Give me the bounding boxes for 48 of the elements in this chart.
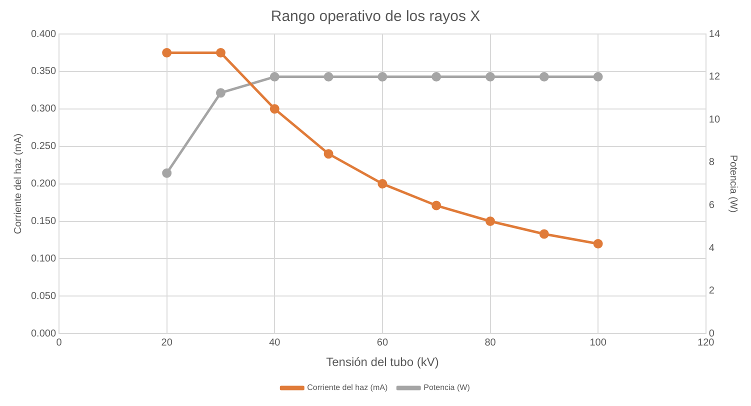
y2-tick-label: 4 xyxy=(708,242,715,254)
x-tick-label: 100 xyxy=(590,337,607,348)
y-tick-label: 0.350 xyxy=(30,66,56,78)
point xyxy=(270,72,280,82)
x-tick-label: 20 xyxy=(161,337,173,348)
y-tick-label: 0.100 xyxy=(30,253,56,264)
y2-tick-label: 14 xyxy=(708,28,720,40)
point xyxy=(593,72,603,82)
legend-label: Corriente del haz (mA) xyxy=(307,383,388,392)
y2-tick-label: 12 xyxy=(708,72,720,83)
point xyxy=(270,104,280,114)
y2-tick-label: 6 xyxy=(708,200,715,211)
point xyxy=(216,88,226,98)
legend-label: Potencia (W) xyxy=(424,383,470,392)
y2-tick-label: 0 xyxy=(708,328,715,340)
y-tick-label: 0.150 xyxy=(30,216,56,227)
x-tick-label: 120 xyxy=(698,337,715,348)
point xyxy=(593,238,603,248)
point xyxy=(162,168,172,178)
point xyxy=(162,48,172,58)
chart-title: Rango operativo de los rayos X xyxy=(270,8,480,26)
y-tick-label: 0.050 xyxy=(30,290,56,302)
y-tick-label: 0.000 xyxy=(30,328,56,340)
y-tick-label: 0.250 xyxy=(30,141,56,152)
y2-tick-label: 10 xyxy=(708,114,720,126)
x-tick-label: 80 xyxy=(484,337,496,348)
point xyxy=(486,216,496,226)
y-tick-label: 0.200 xyxy=(30,178,56,190)
point xyxy=(324,149,334,159)
x-tick-label: 40 xyxy=(269,337,281,348)
point xyxy=(324,72,334,82)
y2-axis-title: Potencia (W) xyxy=(727,154,738,213)
x-tick-label: 0 xyxy=(56,337,62,348)
point xyxy=(378,179,388,189)
point xyxy=(539,229,549,239)
x-axis-title: Tensión del tubo (kV) xyxy=(326,355,439,370)
y2-tick-label: 2 xyxy=(708,286,715,297)
y2-tick-label: 8 xyxy=(708,157,715,168)
point xyxy=(539,72,549,82)
point xyxy=(216,48,226,58)
y-axis-title: Corriente del haz (mA) xyxy=(12,134,24,234)
point xyxy=(378,72,388,82)
point xyxy=(432,72,442,82)
point xyxy=(486,72,496,82)
x-tick-label: 60 xyxy=(376,337,388,348)
y-tick-label: 0.400 xyxy=(30,28,56,40)
y-tick-label: 0.300 xyxy=(30,104,56,115)
point xyxy=(432,200,442,210)
